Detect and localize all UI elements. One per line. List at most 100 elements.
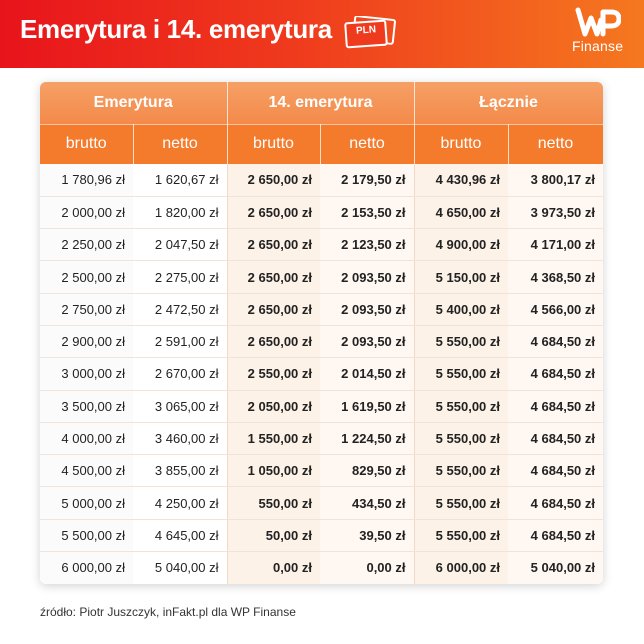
emerytura-netto-cell: 4 645,00 zł	[133, 519, 227, 553]
subheader-netto: netto	[320, 123, 415, 164]
emerytura-netto-cell: 2 047,50 zł	[133, 228, 227, 262]
wp-logo-icon	[575, 7, 621, 37]
emerytura-netto-cell: 5 040,00 zł	[133, 551, 227, 584]
czternasta-brutto-cell: 2 650,00 zł	[226, 293, 320, 326]
lacznie-netto-cell: 4 684,50 zł	[508, 357, 603, 391]
lacznie-brutto-cell: 5 550,00 zł	[413, 454, 508, 488]
emerytura-brutto-cell: 5 500,00 zł	[40, 519, 133, 553]
subheader-brutto: brutto	[40, 123, 134, 164]
lacznie-brutto-cell: 5 550,00 zł	[413, 422, 508, 456]
czternasta-netto-cell: 2 123,50 zł	[320, 228, 414, 262]
czternasta-netto-cell: 2 093,50 zł	[320, 325, 414, 359]
subheader-netto: netto	[133, 123, 228, 164]
emerytura-netto-cell: 1 620,67 zł	[133, 164, 227, 197]
emerytura-brutto-cell: 1 780,96 zł	[40, 164, 133, 197]
lacznie-netto-cell: 4 684,50 zł	[508, 519, 603, 553]
lacznie-brutto-cell: 5 550,00 zł	[413, 357, 508, 391]
header-banner: Emerytura i 14. emerytura PLN Finanse	[0, 0, 644, 68]
emerytura-netto-cell: 4 250,00 zł	[133, 486, 227, 520]
emerytura-netto-cell: 2 472,50 zł	[133, 293, 227, 326]
group-header-14-emerytura: 14. emerytura	[227, 82, 415, 124]
emerytura-brutto-cell: 6 000,00 zł	[40, 551, 133, 584]
pension-table: Emerytura 14. emerytura Łącznie brutto n…	[40, 82, 603, 584]
czternasta-brutto-cell: 2 650,00 zł	[226, 196, 320, 230]
lacznie-netto-cell: 4 684,50 zł	[508, 422, 603, 456]
lacznie-brutto-cell: 4 650,00 zł	[413, 196, 508, 230]
czternasta-brutto-cell: 2 650,00 zł	[226, 164, 320, 197]
brand-name: Finanse	[572, 38, 624, 54]
emerytura-netto-cell: 3 855,00 zł	[133, 454, 227, 488]
emerytura-netto-cell: 2 670,00 zł	[133, 357, 227, 391]
lacznie-netto-cell: 4 684,50 zł	[508, 325, 603, 359]
table-row: 6 000,00 zł 5 040,00 zł 0,00 zł 0,00 zł 6 00…	[40, 551, 603, 584]
lacznie-netto-cell: 5 040,00 zł	[508, 551, 603, 584]
czternasta-netto-cell: 1 619,50 zł	[320, 390, 414, 423]
subheader-row: brutto netto brutto netto brutto netto	[40, 123, 603, 164]
lacznie-brutto-cell: 5 550,00 zł	[413, 519, 508, 553]
table-row: 2 900,00 zł 2 591,00 zł 2 650,00 zł 2 093,5…	[40, 325, 603, 359]
czternasta-netto-cell: 2 093,50 zł	[320, 260, 414, 294]
table-row: 3 000,00 zł 2 670,00 zł 2 550,00 zł 2 014,5…	[40, 357, 603, 391]
pln-label: PLN	[355, 24, 377, 37]
emerytura-netto-cell: 3 460,00 zł	[133, 422, 227, 456]
lacznie-netto-cell: 4 684,50 zł	[508, 390, 603, 423]
lacznie-brutto-cell: 5 550,00 zł	[413, 390, 508, 423]
lacznie-netto-cell: 4 368,50 zł	[508, 260, 603, 294]
lacznie-netto-cell: 4 566,00 zł	[508, 293, 603, 326]
lacznie-netto-cell: 4 684,50 zł	[508, 454, 603, 488]
czternasta-netto-cell: 2 093,50 zł	[320, 293, 414, 326]
emerytura-brutto-cell: 2 500,00 zł	[40, 260, 133, 294]
czternasta-netto-cell: 39,50 zł	[320, 519, 414, 553]
table-row: 3 500,00 zł 3 065,00 zł 2 050,00 zł 1 619,5…	[40, 390, 603, 423]
table-row: 4 000,00 zł 3 460,00 zł 1 550,00 zł 1 224,5…	[40, 422, 603, 456]
source-note: źródło: Piotr Juszczyk, inFakt.pl dla WP…	[40, 605, 296, 619]
subheader-brutto: brutto	[227, 123, 321, 164]
table-row: 4 500,00 zł 3 855,00 zł 1 050,00 zł 829,50 …	[40, 454, 603, 488]
lacznie-netto-cell: 3 973,50 zł	[508, 196, 603, 230]
czternasta-netto-cell: 2 179,50 zł	[320, 164, 414, 197]
emerytura-netto-cell: 1 820,00 zł	[133, 196, 227, 230]
czternasta-netto-cell: 2 153,50 zł	[320, 196, 414, 230]
emerytura-brutto-cell: 3 000,00 zł	[40, 357, 133, 391]
czternasta-brutto-cell: 50,00 zł	[226, 519, 320, 553]
pension-table-grid: Emerytura 14. emerytura Łącznie brutto n…	[40, 82, 603, 584]
table-row: 2 000,00 zł 1 820,00 zł 2 650,00 zł 2 153,5…	[40, 196, 603, 230]
czternasta-brutto-cell: 2 650,00 zł	[226, 228, 320, 262]
lacznie-netto-cell: 4 171,00 zł	[508, 228, 603, 262]
table-row: 2 500,00 zł 2 275,00 zł 2 650,00 zł 2 093,5…	[40, 260, 603, 294]
lacznie-brutto-cell: 5 400,00 zł	[413, 293, 508, 326]
czternasta-brutto-cell: 2 550,00 zł	[226, 357, 320, 391]
czternasta-brutto-cell: 2 050,00 zł	[226, 390, 320, 423]
czternasta-brutto-cell: 0,00 zł	[226, 551, 320, 584]
subheader-brutto: brutto	[414, 123, 509, 164]
czternasta-brutto-cell: 1 050,00 zł	[226, 454, 320, 488]
banknote-icon	[344, 16, 396, 49]
czternasta-netto-cell: 829,50 zł	[320, 454, 414, 488]
lacznie-brutto-cell: 5 150,00 zł	[413, 260, 508, 294]
emerytura-brutto-cell: 4 500,00 zł	[40, 454, 133, 488]
lacznie-brutto-cell: 4 900,00 zł	[413, 228, 508, 262]
emerytura-netto-cell: 2 591,00 zł	[133, 325, 227, 359]
czternasta-netto-cell: 0,00 zł	[320, 551, 414, 584]
emerytura-brutto-cell: 5 000,00 zł	[40, 486, 133, 520]
emerytura-brutto-cell: 4 000,00 zł	[40, 422, 133, 456]
czternasta-netto-cell: 434,50 zł	[320, 486, 414, 520]
lacznie-netto-cell: 4 684,50 zł	[508, 486, 603, 520]
group-header-row: Emerytura 14. emerytura Łącznie	[40, 82, 603, 124]
emerytura-brutto-cell: 2 900,00 zł	[40, 325, 133, 359]
emerytura-brutto-cell: 2 000,00 zł	[40, 196, 133, 230]
table-row: 5 500,00 zł 4 645,00 zł 50,00 zł 39,50 zł 5 …	[40, 519, 603, 553]
czternasta-netto-cell: 1 224,50 zł	[320, 422, 414, 456]
lacznie-brutto-cell: 4 430,96 zł	[413, 164, 508, 197]
czternasta-brutto-cell: 2 650,00 zł	[226, 260, 320, 294]
lacznie-netto-cell: 3 800,17 zł	[508, 164, 603, 197]
group-header-lacznie: Łącznie	[414, 82, 603, 124]
table-row: 2 750,00 zł 2 472,50 zł 2 650,00 zł 2 093,5…	[40, 293, 603, 326]
czternasta-netto-cell: 2 014,50 zł	[320, 357, 414, 391]
lacznie-brutto-cell: 5 550,00 zł	[413, 325, 508, 359]
table-row: 1 780,96 zł 1 620,67 zł 2 650,00 zł 2 179,5…	[40, 164, 603, 197]
emerytura-netto-cell: 2 275,00 zł	[133, 260, 227, 294]
czternasta-brutto-cell: 1 550,00 zł	[226, 422, 320, 456]
table-row: 2 250,00 zł 2 047,50 zł 2 650,00 zł 2 123,5…	[40, 228, 603, 262]
lacznie-brutto-cell: 5 550,00 zł	[413, 486, 508, 520]
